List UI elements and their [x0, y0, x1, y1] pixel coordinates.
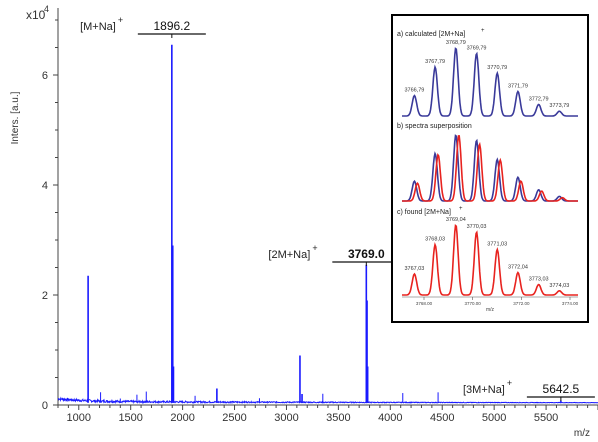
inset-title-a: a) calculated [2M+Na] — [397, 31, 465, 38]
inset-title-a-sup: + — [481, 28, 485, 34]
x-tick-label: 5500 — [534, 412, 558, 424]
annotation-charge: + — [118, 15, 123, 25]
inset-title-b: b) spectra superposition — [397, 123, 472, 130]
y-multiplier: x10 — [26, 8, 46, 22]
calculated-isotope-trace — [402, 47, 578, 117]
found-peak-label: 3767,03 — [404, 266, 424, 272]
y-tick-label: 2 — [42, 290, 48, 302]
annotation-charge: + — [312, 243, 317, 253]
x-tick-label: 1000 — [67, 412, 91, 424]
x-tick-label: 4500 — [430, 412, 454, 424]
x-axis-label: m/z — [574, 428, 590, 439]
inset-title-c: c) found [2M+Na] — [397, 209, 451, 216]
inset-x-tick-label: 3768.00 — [416, 301, 433, 306]
x-tick-label: 2000 — [170, 412, 194, 424]
y-tick-label: 4 — [42, 180, 48, 192]
found-peak-label: 3768,03 — [425, 237, 445, 243]
spectrum-trace — [57, 44, 598, 405]
isotope-inset: a) calculated [2M+Na] + b) spectra super… — [391, 14, 589, 323]
found-peak-label: 3772,04 — [508, 265, 528, 271]
y-axis-label: Inters. [a.u.] — [10, 91, 21, 144]
annotation-charge: + — [507, 378, 512, 388]
inset-x-tick-label: 3772.00 — [513, 301, 530, 306]
x-tick-label: 5000 — [482, 412, 506, 424]
annotation-mz-value: 5642.5 — [543, 382, 580, 396]
inset-title-c-sup: + — [459, 206, 463, 212]
y-exponent: 4 — [44, 4, 49, 14]
inset-panel-b — [402, 134, 578, 202]
superposition-found-trace — [402, 135, 578, 202]
inset-frame — [391, 14, 589, 323]
peak-annotation: [2M+Na]+ 3769.0 — [268, 243, 401, 266]
found-peak-label: 3771,03 — [487, 242, 507, 248]
calculated-peak-label: 3767,79 — [425, 59, 445, 65]
y-tick-label: 6 — [42, 70, 48, 82]
inset-x-tick-label: 3774.00 — [562, 301, 579, 306]
y-tick-label: 0 — [42, 400, 48, 412]
annotation-ion-label: [2M+Na] — [268, 249, 310, 261]
axes: 1000 1500 2000 2500 3000 3500 4000 4500 5000 5500… — [42, 8, 598, 424]
peak-annotations: [M+Na]+ 1896.2[2M+Na]+ 3769.0[3M+Na]+ 5642.… — [80, 15, 595, 401]
baseline-trace — [57, 396, 598, 405]
found-peak-label: 3774,03 — [549, 283, 569, 289]
calculated-peak-label: 3770,79 — [487, 65, 507, 71]
calculated-peak-label: 3768,79 — [446, 40, 466, 46]
annotation-mz-value: 1896.2 — [153, 19, 190, 33]
annotation-ion-label: [3M+Na] — [463, 384, 505, 396]
x-tick-label: 1500 — [118, 412, 142, 424]
calculated-peak-label: 3773,79 — [549, 103, 569, 109]
found-isotope-trace — [402, 223, 578, 296]
calculated-peak-label: 3772,79 — [529, 96, 549, 102]
x-tick-label: 2500 — [222, 412, 246, 424]
peak-annotation: [M+Na]+ 1896.2 — [80, 15, 206, 38]
annotation-ion-label: [M+Na] — [80, 21, 116, 33]
calculated-peak-label: 3769,79 — [467, 45, 487, 51]
x-tick-label: 4000 — [378, 412, 402, 424]
peak-annotation: [3M+Na]+ 5642.5 — [463, 378, 595, 401]
inset-x-axis-label: m/z — [486, 307, 495, 313]
x-tick-label: 3000 — [274, 412, 298, 424]
found-peak-label: 3770,03 — [467, 224, 487, 230]
calculated-peak-label: 3766,79 — [404, 88, 424, 94]
found-peak-label: 3769,04 — [446, 217, 466, 223]
annotation-mz-value: 3769.0 — [348, 247, 385, 261]
found-peak-label: 3773,03 — [529, 277, 549, 283]
calculated-peak-label: 3771,79 — [508, 84, 528, 90]
inset-x-tick-label: 3770.00 — [465, 301, 482, 306]
x-tick-label: 3500 — [326, 412, 350, 424]
